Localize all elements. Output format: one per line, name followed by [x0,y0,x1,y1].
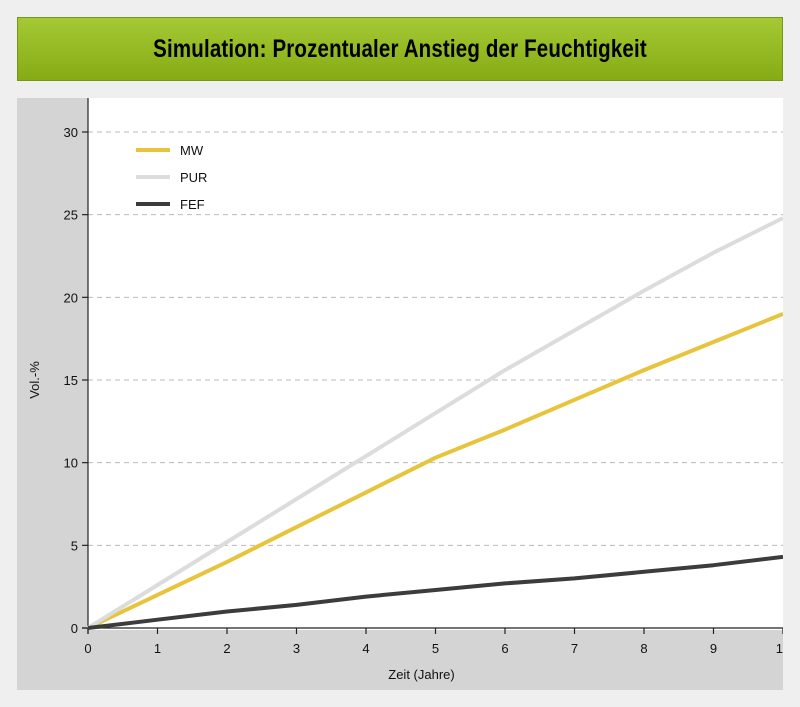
series-line-fef [87,554,783,630]
y-tick-label-30: 30 [64,125,78,140]
x-tick-label-1: 1 [154,641,161,656]
title-bar: Simulation: Prozentualer Anstieg der Feu… [17,17,783,81]
x-axis-title: Zeit (Jahre) [388,667,454,682]
x-tick-label-2: 2 [223,641,230,656]
x-tick-label-6: 6 [501,641,508,656]
x-tick-label-5: 5 [432,641,439,656]
y-axis-title: Vol.-% [27,361,42,399]
legend-label-pur: PUR [180,170,207,185]
y-tick-label-0: 0 [71,621,78,636]
y-tick-label-20: 20 [64,290,78,305]
x-tick-label-7: 7 [571,641,578,656]
x-tick-label-4: 4 [362,641,369,656]
x-tick-label-8: 8 [640,641,647,656]
y-tick-label-15: 15 [64,373,78,388]
series-line-mw [87,312,783,630]
chart-title: Simulation: Prozentualer Anstieg der Feu… [153,34,647,63]
y-tick-label-10: 10 [64,456,78,471]
x-tick-label-9: 9 [710,641,717,656]
x-tick-label-10: 10 [776,641,783,656]
x-tick-label-3: 3 [293,641,300,656]
y-tick-label-25: 25 [64,208,78,223]
line-chart: 0 5 10 15 20 25 30 0 1 2 3 4 5 6 7 8 9 10 Zeit (Jahre) Vol.… [27,98,783,682]
series-line-pur [86,216,783,630]
x-tick-label-0: 0 [84,641,91,656]
chart-panel: 0 5 10 15 20 25 30 0 1 2 3 4 5 6 7 8 9 10 Zeit (Jahre) Vol.… [17,98,783,690]
legend-label-fef: FEF [180,197,205,212]
legend-label-mw: MW [180,143,204,158]
plot-area [88,98,783,630]
y-tick-label-5: 5 [71,538,78,553]
